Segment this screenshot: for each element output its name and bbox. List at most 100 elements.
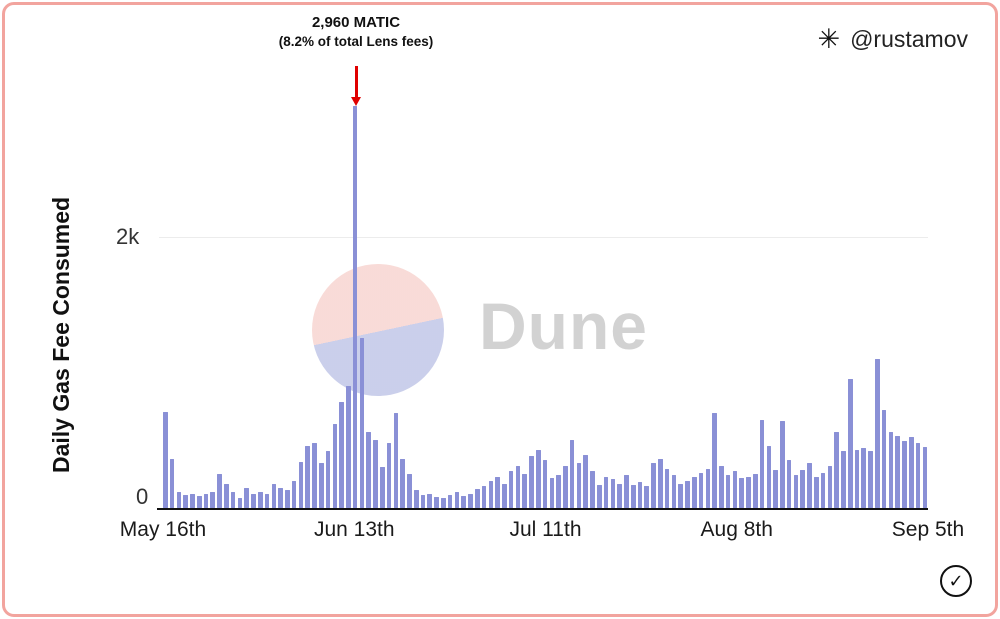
bar[interactable] bbox=[420, 495, 426, 508]
bar[interactable] bbox=[752, 474, 758, 508]
bar[interactable] bbox=[474, 489, 480, 508]
bar[interactable] bbox=[257, 492, 263, 508]
bar[interactable] bbox=[264, 493, 270, 508]
bar[interactable] bbox=[447, 495, 453, 508]
bar[interactable] bbox=[630, 484, 636, 508]
bar[interactable] bbox=[271, 483, 277, 508]
bar[interactable] bbox=[332, 423, 338, 508]
bar[interactable] bbox=[407, 474, 412, 508]
bar[interactable] bbox=[542, 460, 548, 508]
bar[interactable] bbox=[468, 494, 473, 508]
bar[interactable] bbox=[705, 468, 711, 508]
bar[interactable] bbox=[515, 465, 521, 508]
bar[interactable] bbox=[746, 476, 751, 508]
bar[interactable] bbox=[346, 385, 351, 508]
bar[interactable] bbox=[664, 468, 670, 508]
bar[interactable] bbox=[373, 440, 378, 508]
bar[interactable] bbox=[461, 495, 466, 508]
bar[interactable] bbox=[163, 411, 168, 508]
bar[interactable] bbox=[352, 106, 358, 508]
bar[interactable] bbox=[508, 471, 514, 508]
bar[interactable] bbox=[291, 480, 297, 508]
bar[interactable] bbox=[305, 445, 310, 508]
bar[interactable] bbox=[820, 472, 826, 508]
bar[interactable] bbox=[814, 476, 819, 508]
bar[interactable] bbox=[922, 446, 928, 508]
bar[interactable] bbox=[434, 497, 439, 508]
bar[interactable] bbox=[800, 469, 806, 508]
bar[interactable] bbox=[719, 465, 724, 508]
bar[interactable] bbox=[380, 467, 385, 508]
bar[interactable] bbox=[773, 469, 778, 508]
bar[interactable] bbox=[278, 487, 283, 508]
bar[interactable] bbox=[285, 490, 290, 508]
bar[interactable] bbox=[908, 437, 914, 508]
bar[interactable] bbox=[312, 442, 317, 508]
bar[interactable] bbox=[834, 431, 839, 508]
bar[interactable] bbox=[366, 431, 372, 508]
bar[interactable] bbox=[603, 476, 609, 508]
bar[interactable] bbox=[915, 442, 921, 508]
bar[interactable] bbox=[854, 449, 860, 508]
bar[interactable] bbox=[712, 412, 717, 508]
bar[interactable] bbox=[841, 450, 846, 508]
bar[interactable] bbox=[169, 459, 175, 508]
bar[interactable] bbox=[556, 475, 561, 508]
bar[interactable] bbox=[786, 460, 792, 508]
bar[interactable] bbox=[766, 445, 772, 508]
bar[interactable] bbox=[678, 483, 683, 508]
bar[interactable] bbox=[251, 493, 256, 508]
bar[interactable] bbox=[847, 378, 853, 508]
bar[interactable] bbox=[691, 476, 697, 508]
bar[interactable] bbox=[868, 450, 873, 508]
bar[interactable] bbox=[359, 338, 365, 508]
bar[interactable] bbox=[576, 463, 582, 508]
bar[interactable] bbox=[441, 497, 446, 508]
bar[interactable] bbox=[698, 472, 704, 508]
bar[interactable] bbox=[488, 480, 494, 508]
bar[interactable] bbox=[224, 483, 229, 508]
bar[interactable] bbox=[827, 465, 833, 508]
bar[interactable] bbox=[237, 497, 243, 508]
bar[interactable] bbox=[318, 463, 324, 508]
bar[interactable] bbox=[190, 493, 195, 508]
bar[interactable] bbox=[413, 490, 419, 508]
bar[interactable] bbox=[725, 475, 731, 508]
bar[interactable] bbox=[617, 483, 622, 508]
bar[interactable] bbox=[176, 492, 182, 508]
bar[interactable] bbox=[563, 465, 568, 508]
bar[interactable] bbox=[535, 449, 541, 508]
bar[interactable] bbox=[793, 475, 799, 508]
bar[interactable] bbox=[902, 441, 907, 508]
bar[interactable] bbox=[597, 484, 602, 508]
bar[interactable] bbox=[386, 442, 392, 508]
bar[interactable] bbox=[400, 459, 405, 508]
bar[interactable] bbox=[895, 436, 900, 508]
bar[interactable] bbox=[196, 496, 202, 508]
bar[interactable] bbox=[637, 482, 643, 508]
bar[interactable] bbox=[881, 410, 887, 508]
bar[interactable] bbox=[644, 486, 650, 508]
bar[interactable] bbox=[217, 474, 222, 508]
bar[interactable] bbox=[732, 471, 738, 508]
bar[interactable] bbox=[888, 431, 894, 508]
bar[interactable] bbox=[875, 358, 880, 508]
bar[interactable] bbox=[624, 475, 629, 508]
bar[interactable] bbox=[583, 455, 589, 508]
bar[interactable] bbox=[495, 476, 500, 508]
bar[interactable] bbox=[325, 450, 331, 508]
bar[interactable] bbox=[502, 483, 507, 508]
bar[interactable] bbox=[529, 456, 534, 508]
bar[interactable] bbox=[658, 459, 663, 508]
bar[interactable] bbox=[685, 480, 690, 508]
bar[interactable] bbox=[427, 493, 433, 508]
bar[interactable] bbox=[807, 463, 812, 508]
bar[interactable] bbox=[230, 491, 236, 508]
bar[interactable] bbox=[861, 448, 867, 508]
bar[interactable] bbox=[739, 478, 744, 508]
bar[interactable] bbox=[671, 475, 677, 508]
bar[interactable] bbox=[481, 486, 487, 508]
bar[interactable] bbox=[549, 478, 555, 508]
bar[interactable] bbox=[590, 471, 595, 508]
bar[interactable] bbox=[203, 494, 209, 508]
